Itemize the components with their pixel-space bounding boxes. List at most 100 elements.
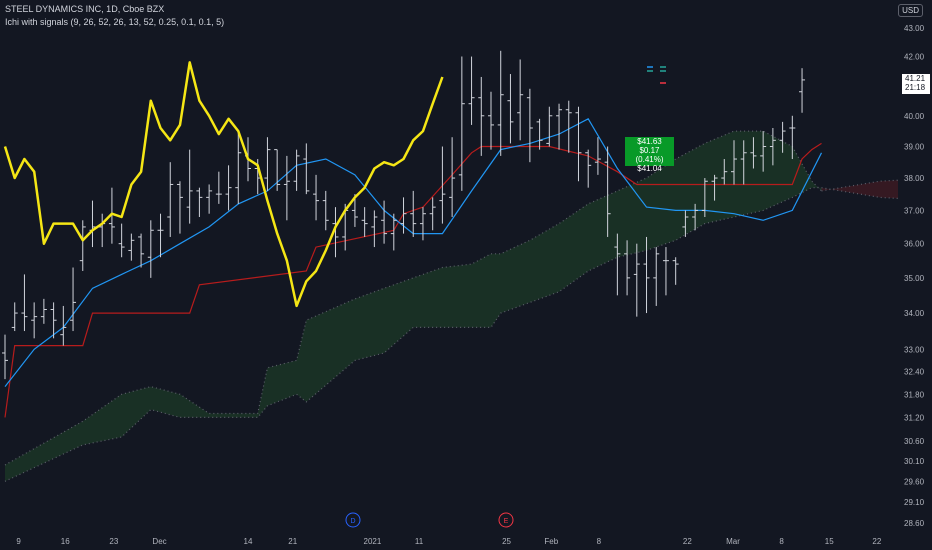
ohlc-bar [235, 131, 242, 204]
ohlc-bar [468, 56, 475, 125]
time-tick-label: 21 [288, 537, 297, 546]
ohlc-bar [361, 207, 368, 237]
time-tick-label: 16 [61, 537, 70, 546]
ohlc-bar [507, 74, 514, 144]
ohlc-bar [731, 140, 737, 185]
ohlc-bar [303, 143, 310, 195]
event-marker-circle [345, 512, 361, 528]
ohlc-bar [556, 103, 563, 150]
ohlc-bar [750, 137, 757, 169]
ohlc-bar [633, 243, 640, 317]
ohlc-bar [410, 190, 417, 237]
ohlc-bar [769, 127, 776, 166]
ohlc-bar [779, 121, 786, 153]
ohlc-bar [167, 162, 174, 237]
ohlc-bar [206, 184, 213, 214]
ohlc-bar [614, 233, 621, 296]
ohlc-bar [264, 137, 271, 191]
ohlc-bar [196, 187, 203, 217]
ohlc-bar [390, 213, 397, 251]
time-tick-label: 8 [597, 537, 602, 546]
price-tick-label: 38.00 [904, 174, 925, 183]
ohlc-bar [789, 115, 796, 160]
price-tick-label: 33.00 [904, 345, 925, 354]
symbol-title[interactable]: STEEL DYNAMICS INC, 1D, Cboe BZX [5, 4, 165, 14]
event-marker: E [498, 512, 514, 528]
price-tooltip: $41.63 $0.17 (0.41%) $41.04 [625, 137, 674, 173]
price-tick-label: 30.60 [904, 437, 925, 446]
ohlc-bar [419, 207, 426, 241]
time-tick-label: Mar [726, 537, 740, 546]
ohlc-bar [692, 203, 699, 231]
price-tick-label: 32.40 [904, 368, 925, 377]
tooltip-low: $41.04 [637, 164, 662, 173]
ohlc-bar [176, 181, 183, 234]
price-tick-label: 39.00 [904, 143, 925, 152]
ohlc-bar [585, 149, 592, 188]
price-tick-label: 29.60 [904, 477, 925, 486]
time-axis[interactable]: 9 16 23 Dec 14 21 2021 11 25 Feb 8 22 Mar 8 15 22 [16, 537, 881, 546]
last-price-value: 41.21 [905, 74, 926, 83]
ohlc-bar [439, 146, 446, 224]
price-tick-label: 36.00 [904, 240, 925, 249]
time-tick-label: 22 [872, 537, 881, 546]
ohlc-bar [21, 274, 28, 332]
tooltip-change: $0.17 (0.41%) [635, 146, 664, 164]
ohlc-bar [274, 149, 281, 191]
time-tick-label: Dec [152, 537, 166, 546]
price-tick-label: 30.10 [904, 457, 925, 466]
event-marker-letter: E [504, 518, 509, 525]
bar-countdown: 21:18 [905, 83, 926, 92]
ohlc-bar [381, 200, 388, 244]
ohlc-bar [215, 171, 222, 204]
ohlc-bar [711, 174, 718, 201]
ohlc-bar [429, 197, 436, 231]
ohlc-bar [50, 302, 57, 339]
price-tick-label: 29.10 [904, 498, 925, 507]
signal-markers [647, 66, 666, 84]
time-tick-label: Feb [544, 537, 558, 546]
ohlc-bar [682, 210, 689, 237]
ohlc-bar [721, 159, 728, 185]
cloud-bullish-edge-top [4, 130, 822, 466]
ohlc-bar [497, 50, 504, 156]
ohlc-bar [672, 257, 679, 285]
price-tick-label: 42.00 [904, 53, 925, 62]
ohlc-bar [565, 100, 572, 153]
ohlc-bar [371, 210, 378, 248]
tooltip-high: $41.63 [637, 137, 662, 146]
time-tick-label: 15 [825, 537, 834, 546]
ohlc-bar [546, 106, 553, 147]
price-tick-label: 35.00 [904, 274, 925, 283]
ohlc-bar [313, 174, 320, 221]
ohlc-bar [624, 240, 631, 296]
ohlc-bar [99, 213, 106, 248]
ohlc-bar [526, 88, 533, 163]
indicator-legend[interactable]: Ichi with signals (9, 26, 52, 26, 13, 52… [5, 17, 225, 27]
ohlc-bar [225, 165, 232, 211]
ohlc-bar [536, 118, 543, 150]
price-tick-label: 43.00 [904, 24, 925, 33]
time-tick-label: 14 [244, 537, 253, 546]
event-marker-letter: D [350, 518, 355, 525]
ohlc-bar [643, 236, 650, 314]
time-tick-label: 23 [109, 537, 118, 546]
price-tick-label: 31.80 [904, 390, 925, 399]
ohlc-bar [449, 137, 456, 217]
time-tick-label: 25 [502, 537, 511, 546]
ohlc-bar [128, 233, 135, 261]
ohlc-bar [478, 76, 485, 156]
currency-button[interactable]: USD [898, 4, 923, 17]
ohlc-bar [701, 178, 708, 217]
chikou-span [3, 61, 444, 308]
ohlc-bars [2, 50, 806, 380]
time-tick-label: 8 [779, 537, 784, 546]
price-tick-label: 31.20 [904, 413, 925, 422]
price-tick-label: 37.00 [904, 206, 925, 215]
last-price-tag: 41.21 21:18 [902, 74, 930, 94]
ohlc-bar [332, 207, 339, 258]
ohlc-bar [138, 233, 145, 268]
ohlc-bar [60, 305, 67, 346]
